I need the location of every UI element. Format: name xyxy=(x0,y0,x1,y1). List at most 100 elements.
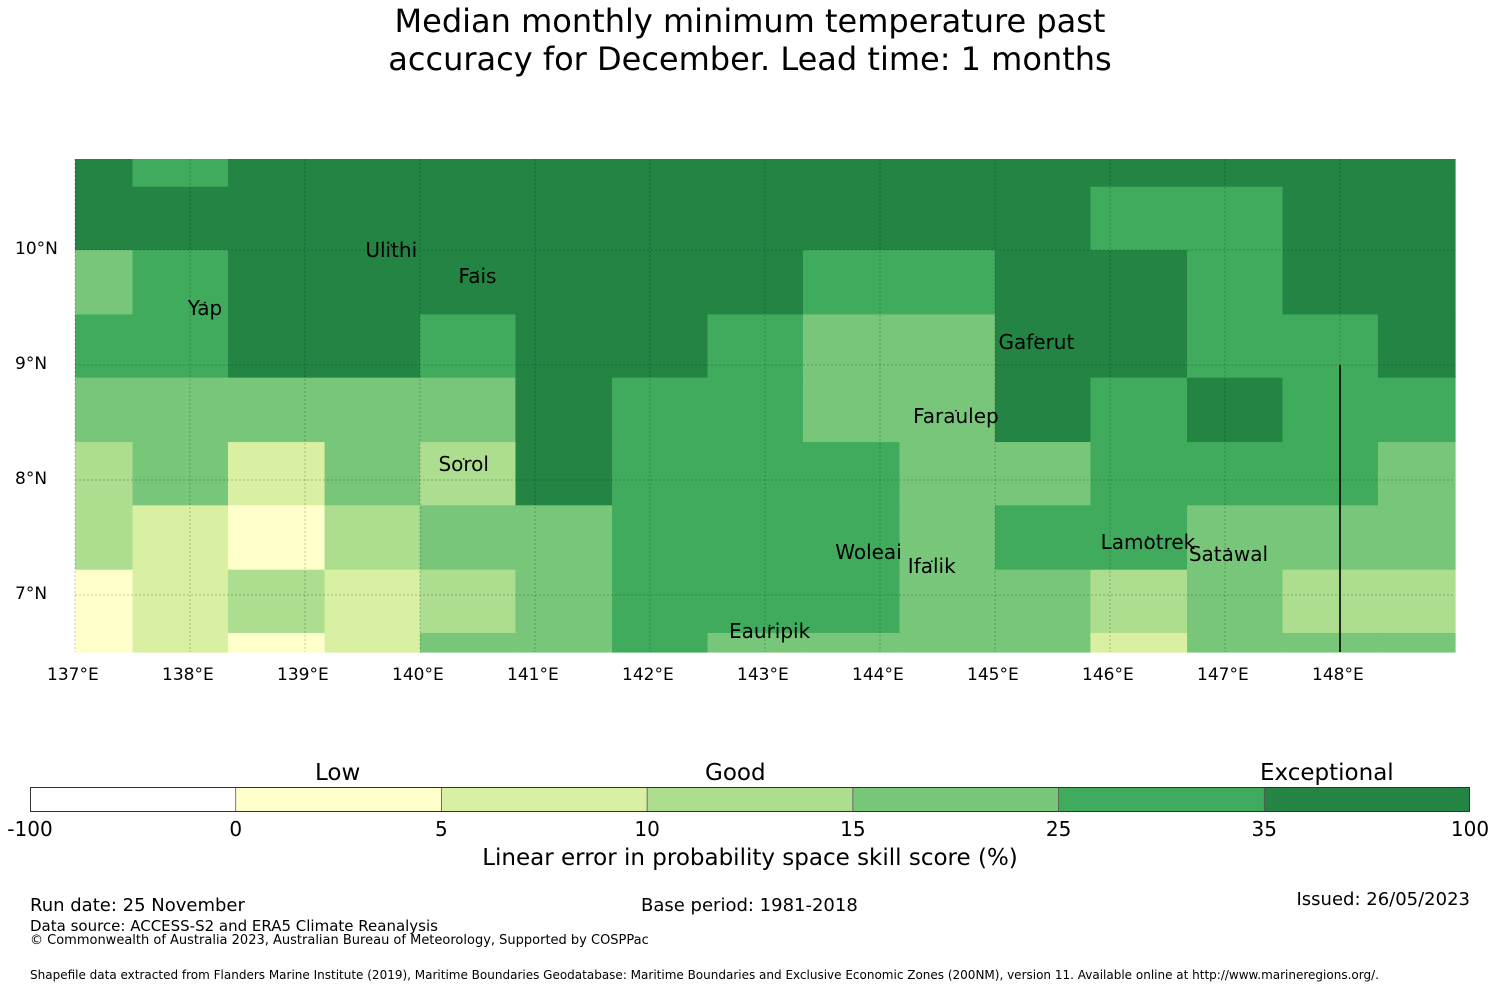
grid-cell xyxy=(995,314,1092,379)
grid-cell xyxy=(612,632,709,653)
grid-cell xyxy=(75,377,134,443)
category-low: Low xyxy=(315,760,361,786)
grid-cell xyxy=(802,505,901,571)
grid-cell xyxy=(612,569,709,634)
colorbar-tick-label: 35 xyxy=(1251,817,1277,841)
grid-cell xyxy=(75,505,134,571)
place-label: Sorol xyxy=(438,451,489,476)
grid-cell xyxy=(227,632,326,653)
grid-cell xyxy=(515,442,613,506)
grid-cell xyxy=(1377,442,1456,506)
grid-cell xyxy=(1187,569,1284,634)
grid-cell xyxy=(1090,505,1188,571)
place-label: Lamotrek xyxy=(1100,530,1196,555)
grid-cell xyxy=(995,442,1092,506)
place-label: Faraulep xyxy=(913,403,999,428)
grid-cell xyxy=(707,505,804,571)
grid-cell xyxy=(612,505,709,571)
grid-cell xyxy=(1377,250,1456,315)
grid-cell xyxy=(995,632,1092,653)
graticule xyxy=(74,159,1455,652)
grid-cell xyxy=(1282,632,1379,653)
grid-cell xyxy=(1090,569,1188,634)
grid-cell xyxy=(132,186,229,251)
grid-cell xyxy=(899,314,996,379)
grid-cell xyxy=(420,442,517,506)
grid-cell xyxy=(132,442,229,506)
grid-cell xyxy=(227,377,326,443)
title-line-1: Median monthly minimum temperature past xyxy=(394,2,1106,40)
lon-tick-label: 148°E xyxy=(1312,665,1364,685)
colorbar-segment xyxy=(441,787,648,812)
grid-cell xyxy=(1282,442,1379,506)
grid-cell xyxy=(707,377,804,443)
lat-tick-label: 7°N xyxy=(15,584,48,604)
grid-cell xyxy=(324,505,421,571)
colorbar-tick-label: 15 xyxy=(840,817,866,841)
grid-cell xyxy=(324,159,421,188)
grid-cell xyxy=(707,632,804,653)
island-marker xyxy=(930,560,933,563)
lon-tick-label: 143°E xyxy=(737,665,789,685)
grid-cell xyxy=(75,569,134,634)
colorbar-segment xyxy=(1058,787,1265,812)
data-source: Data source: ACCESS-S2 and ERA5 Climate … xyxy=(30,917,438,935)
grid-cell xyxy=(802,186,901,251)
place-label: Ulithi xyxy=(365,238,418,262)
grid-cell xyxy=(1377,159,1456,188)
colorbar-tick-label: 10 xyxy=(634,817,660,841)
lon-tick-label: 144°E xyxy=(852,665,904,685)
issued-date: Issued: 26/05/2023 xyxy=(1296,889,1470,910)
grid-cell xyxy=(75,442,134,506)
grid-cell xyxy=(420,186,517,251)
island-marker xyxy=(390,244,393,246)
grid-cell xyxy=(802,250,901,315)
lon-tick-label: 141°E xyxy=(507,665,559,685)
grid-cell xyxy=(1377,377,1456,443)
grid-cell xyxy=(75,250,134,315)
place-label: Satawal xyxy=(1188,541,1269,566)
skill-grid xyxy=(75,159,1456,653)
grid-cell xyxy=(707,314,804,379)
grid-cell xyxy=(899,569,996,634)
grid-cell xyxy=(132,377,229,443)
grid-cell xyxy=(899,159,996,188)
grid-cell xyxy=(995,569,1092,634)
lon-tick-label: 147°E xyxy=(1197,665,1249,685)
lat-tick-label: 8°N xyxy=(15,469,48,489)
island-marker xyxy=(462,458,465,460)
run-date: Run date: 25 November xyxy=(30,895,245,916)
grid-cell xyxy=(1377,314,1456,379)
base-period: Base period: 1981-2018 xyxy=(641,895,858,916)
grid-cell xyxy=(227,250,326,315)
grid-cell xyxy=(802,442,901,506)
place-label: Woleai xyxy=(835,540,902,565)
grid-cell xyxy=(995,186,1092,251)
grid-cell xyxy=(515,250,613,315)
grid-cell xyxy=(132,569,229,634)
island-markers xyxy=(204,244,1230,627)
grid-cell xyxy=(420,569,517,634)
island-marker xyxy=(955,409,957,412)
grid-cell xyxy=(324,632,421,653)
grid-cell xyxy=(802,632,901,653)
grid-cell xyxy=(899,377,996,443)
grid-cell xyxy=(707,250,804,315)
colorbar-segment xyxy=(852,787,1059,812)
colorbar-tick-label: 25 xyxy=(1045,817,1072,841)
grid-cell xyxy=(899,186,996,251)
grid-cell xyxy=(707,442,804,506)
lon-tick-label: 137°E xyxy=(47,665,99,685)
grid-cell xyxy=(132,314,229,379)
grid-cell xyxy=(132,159,229,188)
chart-title: Median monthly minimum temperature past … xyxy=(0,2,1500,78)
grid-cell xyxy=(324,377,421,443)
grid-cell xyxy=(1187,505,1284,571)
grid-cell xyxy=(995,377,1092,443)
category-good: Good xyxy=(705,760,766,786)
grid-cell xyxy=(1282,186,1379,251)
grid-cell xyxy=(1090,442,1188,506)
colorbar-tick-label: -100 xyxy=(7,817,53,841)
grid-cell xyxy=(515,632,613,653)
place-label: Fais xyxy=(458,264,497,289)
